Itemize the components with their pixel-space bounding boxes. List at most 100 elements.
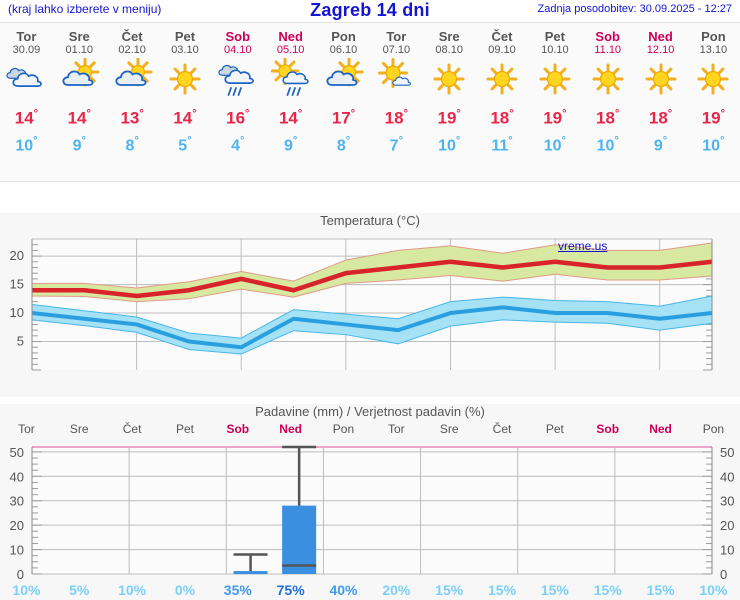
precipitation-day-label: Ned (649, 422, 672, 436)
temp-min: 10° (596, 134, 619, 154)
precipitation-day-label: Čet (122, 422, 142, 436)
temp-min: 10° (702, 134, 725, 154)
svg-text:30: 30 (720, 494, 734, 509)
location-hint: (kraj lahko izberete v meniju) (8, 2, 162, 16)
precipitation-probability: 5% (69, 582, 90, 598)
temp-min: 8° (336, 134, 351, 154)
day-date: 30.09 (12, 44, 41, 56)
temp-min: 4° (231, 134, 245, 154)
forecast-day-column: Sob 04.10 16° 4° (211, 23, 264, 157)
precipitation-probability: 10% (118, 582, 147, 598)
day-name: Tor (16, 29, 37, 44)
temp-min: 10° (438, 134, 461, 154)
day-date: 13.10 (699, 44, 728, 56)
forecast-day-column: Pon 06.10 17° 8° (317, 23, 370, 157)
temp-min: 7° (389, 134, 403, 154)
svg-text:40: 40 (10, 469, 24, 484)
precipitation-day-label: Sob (596, 422, 620, 436)
precipitation-probability: 10% (699, 582, 728, 598)
sunny-icon (634, 57, 687, 101)
precipitation-probability-row: 10% 5% 10% 0% 35% 75% 40% 20% 15% 15% 15% 15% 15% 10% (0, 582, 740, 598)
partly-sunny-icon (106, 57, 159, 101)
precipitation-chart-panel: Padavine (mm) / Verjetnost padavin (%) T… (0, 404, 740, 600)
forecast-day-column: Tor 07.10 18° 7° (370, 23, 423, 157)
day-date: 09.10 (488, 44, 516, 56)
precipitation-day-label: Pet (545, 422, 564, 436)
temperature-chart-svg: 5 10 15 20 (10, 238, 713, 371)
day-date: 03.10 (171, 44, 199, 56)
sunny-icon (476, 57, 529, 101)
temp-min: 5° (178, 134, 192, 154)
sunny-icon (528, 57, 581, 101)
temp-max: 16° (226, 108, 250, 128)
temp-max: 13° (120, 108, 144, 128)
day-name: Pon (701, 29, 726, 44)
temp-min: 10° (543, 134, 566, 154)
day-date: 10.10 (541, 44, 569, 56)
precipitation-probability: 15% (646, 582, 675, 598)
day-name: Pet (544, 29, 565, 44)
precipitation-day-label: Pon (332, 422, 355, 436)
temp-max: 17° (331, 108, 356, 128)
forecast-day-column: Ned 05.10 14° 9° (264, 23, 317, 157)
temp-max: 18° (490, 108, 514, 128)
precipitation-probability: 40% (329, 582, 358, 598)
day-name: Sre (438, 29, 460, 44)
sunny-icon (581, 57, 634, 101)
forecast-day-column: Pet 03.10 14° 5° (159, 23, 212, 157)
svg-text:10: 10 (10, 305, 24, 320)
temp-min: 11° (491, 134, 513, 154)
day-name: Tor (386, 29, 407, 44)
svg-text:30: 30 (10, 494, 24, 509)
svg-text:0: 0 (17, 567, 24, 582)
day-date: 05.10 (276, 44, 305, 56)
temp-max: 19° (701, 108, 726, 128)
temp-min: 9° (72, 134, 86, 154)
cloudy-icon (0, 57, 53, 101)
sun-cloud-rain-icon (264, 57, 317, 101)
temp-min: 9° (283, 134, 298, 154)
rain-cloud-icon (211, 57, 264, 101)
precipitation-probability: 10% (12, 582, 41, 598)
forecast-strip: Tor 30.09 14° 10° Sre 01.10 14° 9° Čet 02.10 13… (0, 22, 740, 182)
svg-text:5: 5 (17, 334, 24, 349)
day-date: 01.10 (65, 44, 94, 56)
svg-text:20: 20 (720, 518, 734, 533)
temp-max: 19° (437, 108, 461, 128)
precipitation-probability: 15% (435, 582, 464, 598)
temp-max: 19° (543, 108, 567, 128)
temp-max: 18° (384, 108, 408, 128)
precipitation-day-label: Sre (439, 422, 459, 436)
sunny-icon (159, 57, 212, 101)
forecast-day-column: Sre 08.10 19° 10° (423, 23, 476, 157)
day-name: Sob (595, 29, 620, 44)
precipitation-day-label: Čet (492, 422, 512, 436)
forecast-day-column: Čet 09.10 18° 11° (476, 23, 529, 157)
svg-text:20: 20 (10, 248, 24, 263)
precipitation-probability: 0% (174, 582, 196, 598)
svg-text:50: 50 (720, 445, 734, 460)
day-date: 08.10 (435, 44, 463, 56)
page-title: Zagreb 14 dni (310, 0, 430, 20)
precipitation-day-label: Sob (226, 422, 250, 436)
temp-min: 9° (653, 134, 668, 154)
day-date: 04.10 (224, 44, 252, 56)
day-name: Ned (648, 29, 673, 44)
page-header: (kraj lahko izberete v meniju) Zagreb 14… (0, 0, 740, 22)
precipitation-day-label: Tor (18, 422, 35, 436)
precipitation-day-label: Tor (387, 422, 405, 436)
temperature-chart-title: Temperatura (°C) (320, 213, 420, 228)
temp-max: 18° (596, 108, 620, 128)
precipitation-probability: 15% (593, 582, 622, 598)
day-name: Pon (331, 29, 356, 44)
forecast-day-column: Sre 01.10 14° 9° (53, 23, 106, 157)
precipitation-chart-svg: 0 0 10 10 20 20 30 30 40 40 50 50 (10, 445, 735, 582)
precipitation-day-label: Ned (279, 422, 302, 436)
forecast-day-column: Pon 13.10 19° 10° (687, 23, 740, 157)
day-name: Ned (278, 29, 303, 44)
precipitation-chart-title: Padavine (mm) / Verjetnost padavin (%) (255, 404, 485, 419)
forecast-day-column: Pet 10.10 19° 10° (528, 23, 581, 157)
temperature-chart-panel: Temperatura (°C) 5 10 15 20 vreme.us (0, 213, 740, 397)
watermark-label: vreme.us (558, 239, 608, 253)
